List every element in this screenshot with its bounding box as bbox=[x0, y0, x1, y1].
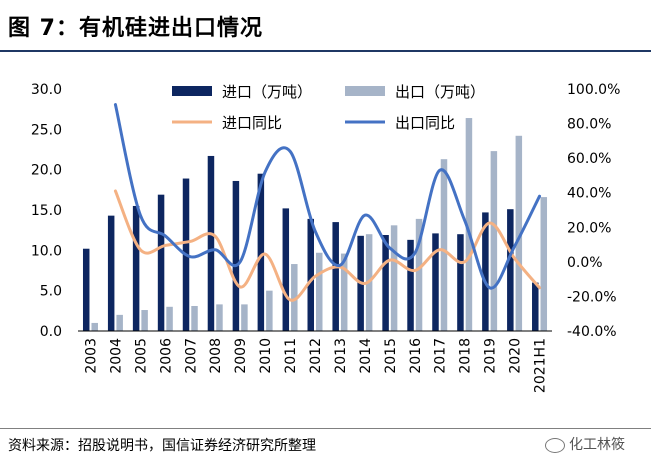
watermark-label: 化工林筱 bbox=[569, 437, 625, 453]
import-bar bbox=[82, 248, 90, 331]
x-axis-tick-label: 2006 bbox=[158, 338, 174, 374]
import-yoy-line bbox=[113, 189, 542, 302]
import-export-chart: 0.0 5.0 10.0 15.0 20.0 25.0 30.0 -40.0% -20.0% 0.… bbox=[31, 82, 621, 393]
x-axis-tick-label: 2019 bbox=[483, 338, 499, 374]
export-bar bbox=[465, 118, 473, 331]
export-bar bbox=[91, 322, 98, 331]
left-axis-tick-label: 15.0 bbox=[31, 203, 62, 219]
import-bar bbox=[432, 233, 439, 331]
x-axis-tick-label: 2016 bbox=[408, 338, 424, 374]
right-axis-tick-label: 60.0% bbox=[567, 151, 611, 167]
export-bar bbox=[291, 264, 298, 331]
source-divider bbox=[0, 428, 651, 429]
import-bar bbox=[382, 235, 389, 331]
x-axis-tick-label: 2018 bbox=[458, 338, 474, 374]
right-axis-tick-label: 40.0% bbox=[567, 186, 611, 202]
export-bar bbox=[415, 218, 423, 331]
import-bar bbox=[207, 155, 215, 331]
x-axis-tick-label: 2017 bbox=[433, 338, 449, 374]
export-bar bbox=[166, 306, 173, 331]
legend-import-line-label: 进口同比 bbox=[222, 114, 282, 132]
export-bar bbox=[440, 159, 448, 331]
wechat-icon bbox=[545, 437, 565, 453]
left-axis-tick-label: 20.0 bbox=[31, 163, 62, 179]
export-bar bbox=[390, 225, 398, 331]
legend-export-bar-swatch bbox=[345, 86, 385, 96]
import-bar bbox=[507, 209, 514, 331]
x-axis-tick-label: 2008 bbox=[208, 338, 224, 374]
export-bar bbox=[141, 310, 148, 331]
left-axis-tick-label: 25.0 bbox=[31, 122, 62, 138]
x-axis-tick-label: 2020 bbox=[508, 338, 524, 374]
export-bar bbox=[540, 197, 548, 331]
x-axis-tick-label: 2015 bbox=[383, 338, 399, 374]
export-bar bbox=[216, 304, 223, 331]
import-bar bbox=[232, 180, 240, 331]
export-bar bbox=[515, 135, 523, 331]
right-axis-tick-label: -40.0% bbox=[567, 324, 617, 340]
x-axis-tick-label: 2011 bbox=[283, 338, 299, 374]
export-bar bbox=[340, 253, 348, 331]
import-bar bbox=[282, 208, 290, 331]
export-bar bbox=[116, 314, 123, 331]
legend-import-bar-label: 进口（万吨） bbox=[222, 83, 312, 101]
x-axis-tick-label: 2013 bbox=[333, 338, 349, 374]
import-bar bbox=[482, 212, 489, 331]
export-yoy-line bbox=[113, 103, 542, 290]
export-bar bbox=[191, 305, 198, 331]
import-bar bbox=[332, 222, 339, 331]
left-axis-tick-label: 5.0 bbox=[40, 284, 62, 300]
legend-import-bar-swatch bbox=[172, 86, 212, 96]
right-axis-tick-label: 80.0% bbox=[567, 117, 611, 133]
x-axis-tick-label: 2003 bbox=[83, 338, 99, 374]
title-divider bbox=[0, 50, 651, 52]
x-axis-tick-label: 2012 bbox=[308, 338, 324, 374]
import-bar bbox=[532, 282, 539, 331]
left-axis-tick-label: 10.0 bbox=[31, 243, 62, 259]
x-axis-tick-label: 2010 bbox=[258, 338, 274, 374]
import-bar bbox=[457, 234, 464, 331]
x-axis-tick-label: 2004 bbox=[108, 338, 124, 374]
legend-export-line-label: 出口同比 bbox=[395, 114, 455, 132]
x-axis-tick-label: 2014 bbox=[358, 338, 374, 374]
import-bar bbox=[257, 173, 265, 331]
right-axis-tick-label: 0.0% bbox=[567, 255, 603, 271]
left-axis-tick-label: 0.0 bbox=[40, 324, 62, 340]
legend-export-bar-label: 出口（万吨） bbox=[395, 83, 485, 101]
x-axis-tick-label: 2007 bbox=[183, 338, 199, 374]
export-bar bbox=[241, 304, 248, 331]
import-bar bbox=[407, 239, 414, 331]
export-bar bbox=[266, 290, 273, 331]
left-axis-tick-label: 30.0 bbox=[31, 82, 62, 98]
import-bar bbox=[157, 194, 165, 331]
right-axis-tick-label: 100.0% bbox=[567, 82, 620, 98]
export-bar bbox=[490, 151, 498, 331]
title-bar: 图 7：有机硅进出口情况 bbox=[0, 0, 651, 50]
watermark: 化工林筱 bbox=[545, 434, 625, 454]
import-bar bbox=[107, 215, 115, 331]
right-axis-tick-label: -20.0% bbox=[567, 289, 617, 305]
right-axis-tick-label: 20.0% bbox=[567, 220, 611, 236]
export-bar bbox=[316, 252, 323, 331]
source-note: 资料来源：招股说明书，国信证券经济研究所整理 bbox=[8, 438, 316, 454]
x-axis-tick-label: 2009 bbox=[233, 338, 249, 374]
x-axis-tick-label: 2005 bbox=[133, 338, 149, 374]
x-axis-tick-label: 2021H1 bbox=[533, 338, 549, 393]
import-bar bbox=[132, 205, 140, 331]
page-title: 图 7：有机硅进出口情况 bbox=[8, 16, 263, 41]
import-bar bbox=[307, 218, 314, 331]
